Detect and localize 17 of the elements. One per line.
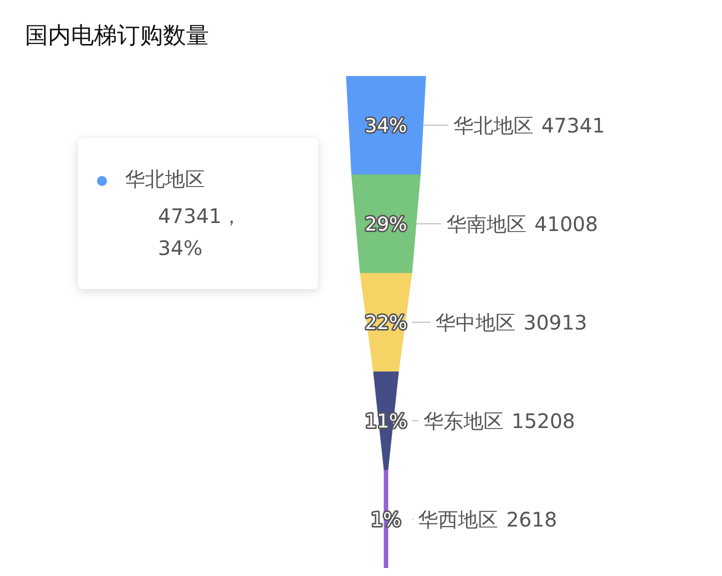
text: 华北地区 bbox=[453, 113, 534, 138]
data-label: 41008 bbox=[534, 212, 598, 236]
data-label: 30913 bbox=[523, 310, 588, 334]
text: 47341， bbox=[158, 204, 242, 228]
category-label: 华北地区 bbox=[125, 167, 205, 191]
text: 29% bbox=[364, 213, 408, 236]
text: 34% bbox=[364, 114, 408, 137]
data-label: 47341 bbox=[541, 113, 605, 138]
data-label: 2618 bbox=[506, 507, 558, 532]
category-label: 华东地区 bbox=[424, 408, 504, 433]
category-label: 华南地区 bbox=[446, 212, 526, 236]
text: 22% bbox=[364, 312, 408, 334]
data-label: 15208 bbox=[512, 408, 576, 433]
text: 34% bbox=[158, 236, 202, 260]
text: 国内电梯订购数量 bbox=[25, 23, 209, 49]
category-label: 华中地区 bbox=[435, 310, 516, 334]
category-label: 华西地区 bbox=[418, 507, 498, 532]
